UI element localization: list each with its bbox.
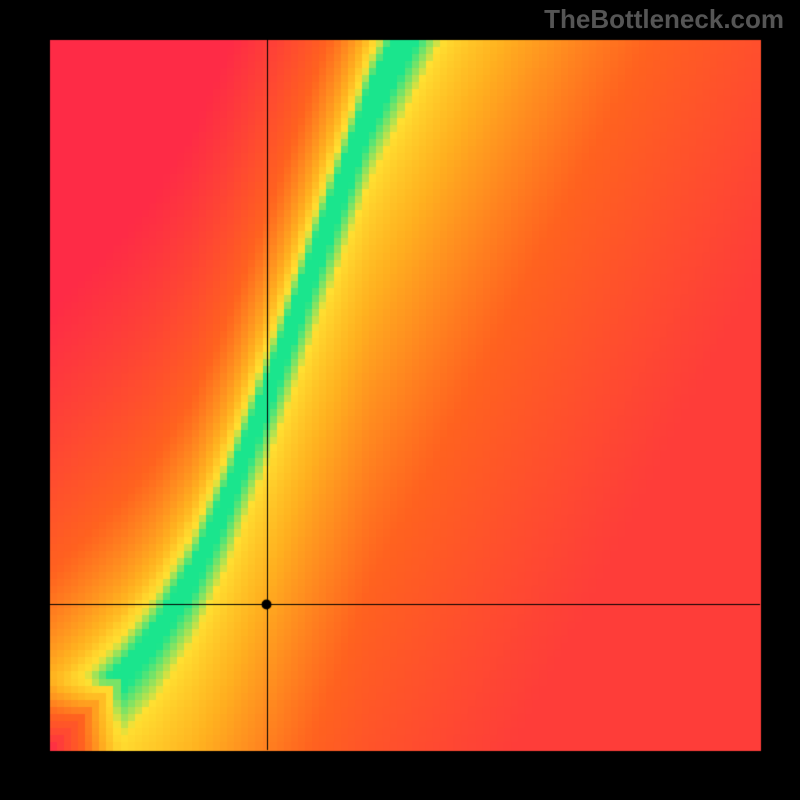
- watermark-label: TheBottleneck.com: [544, 4, 784, 35]
- chart-container: TheBottleneck.com: [0, 0, 800, 800]
- bottleneck-heatmap: [0, 0, 800, 800]
